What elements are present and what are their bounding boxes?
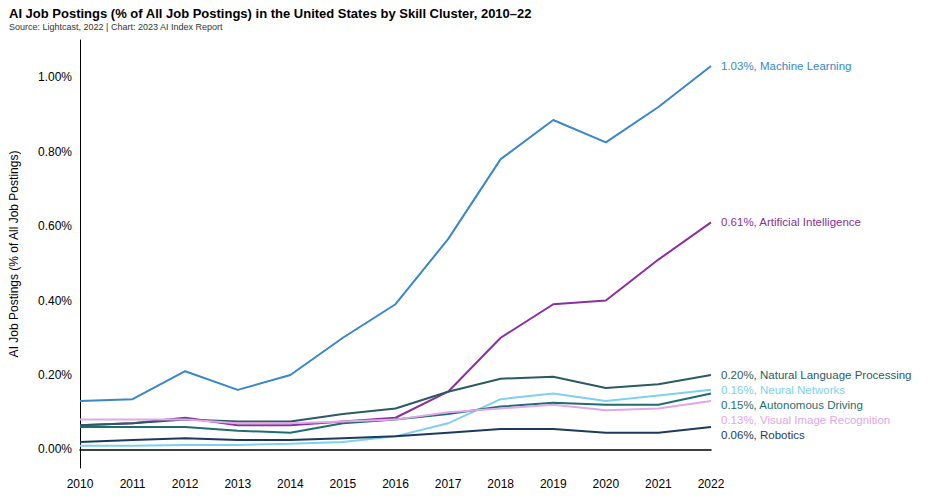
svg-text:2010: 2010 (67, 477, 94, 491)
svg-text:2022: 2022 (698, 477, 725, 491)
svg-text:0.15%, Autonomous Driving: 0.15%, Autonomous Driving (721, 399, 863, 411)
svg-text:0.80%: 0.80% (38, 145, 72, 159)
svg-text:0.40%: 0.40% (38, 294, 72, 308)
svg-text:2019: 2019 (540, 477, 567, 491)
svg-text:0.20%, Natural Language Proces: 0.20%, Natural Language Processing (721, 369, 912, 381)
svg-text:2013: 2013 (224, 477, 251, 491)
svg-text:2017: 2017 (435, 477, 462, 491)
svg-text:0.20%: 0.20% (38, 368, 72, 382)
svg-text:2020: 2020 (592, 477, 619, 491)
svg-text:Source: Lightcast, 2022 | Char: Source: Lightcast, 2022 | Chart: 2023 AI… (9, 22, 223, 32)
svg-text:0.16%, Neural Networks: 0.16%, Neural Networks (721, 384, 845, 396)
svg-text:0.60%: 0.60% (38, 219, 72, 233)
svg-text:2011: 2011 (120, 477, 146, 491)
svg-text:2012: 2012 (172, 477, 199, 491)
svg-text:2018: 2018 (487, 477, 514, 491)
svg-text:0.61%, Artificial Intelligence: 0.61%, Artificial Intelligence (721, 216, 861, 228)
svg-text:AI Job Postings (% of All Job: AI Job Postings (% of All Job Postings) … (9, 6, 532, 21)
svg-text:1.00%: 1.00% (38, 70, 72, 84)
svg-text:2014: 2014 (277, 477, 304, 491)
svg-text:0.06%, Robotics: 0.06%, Robotics (721, 429, 805, 441)
svg-text:AI Job Postings (% of All Job: AI Job Postings (% of All Job Postings) (7, 151, 21, 358)
svg-text:1.03%, Machine Learning: 1.03%, Machine Learning (721, 60, 851, 72)
svg-text:0.00%: 0.00% (38, 442, 72, 456)
svg-text:2016: 2016 (382, 477, 409, 491)
svg-text:2021: 2021 (645, 477, 672, 491)
svg-text:2015: 2015 (330, 477, 357, 491)
svg-text:0.13%, Visual Image Recognitio: 0.13%, Visual Image Recognition (721, 414, 890, 426)
